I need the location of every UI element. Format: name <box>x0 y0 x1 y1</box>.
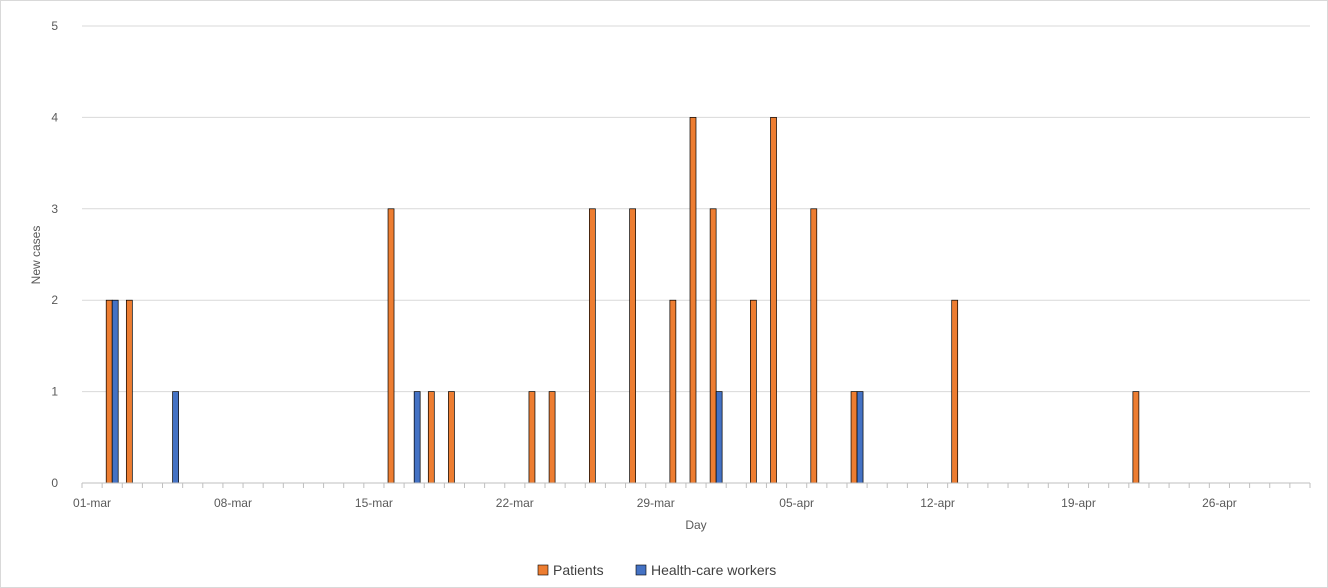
bar-patients <box>770 117 777 484</box>
x-tick-label: 12-apr <box>920 496 955 510</box>
x-axis-ticks: 01-mar 08-mar 15-mar 22-mar 29-mar 05-apr 12-a… <box>73 483 1311 510</box>
x-tick-label: 05-apr <box>779 496 814 510</box>
bar-patients <box>125 299 133 484</box>
bar-patients <box>709 208 717 484</box>
legend-swatch-patients <box>537 564 549 576</box>
bar-patients <box>1132 391 1140 484</box>
y-tick-label: 0 <box>51 476 58 490</box>
bar-patients <box>588 208 596 484</box>
bar-patients <box>548 391 556 484</box>
legend-swatch-health-care-workers <box>635 564 647 576</box>
y-tick-label: 2 <box>51 293 58 307</box>
bar-patients <box>528 391 536 484</box>
legend-label-patients: Patients <box>553 562 604 578</box>
x-tick-label: 19-apr <box>1061 496 1096 510</box>
legend-label-health-care-workers: Health-care workers <box>651 562 776 578</box>
bar-patients <box>689 117 697 484</box>
y-tick-label: 5 <box>51 19 58 33</box>
bar-health-care-workers <box>856 391 864 484</box>
x-tick-label: 26-apr <box>1202 496 1237 510</box>
x-tick-label: 01-mar <box>73 496 111 510</box>
legend: Patients Health-care workers <box>537 562 776 578</box>
y-axis-title: New cases <box>29 226 43 285</box>
legend-item-patients[interactable]: Patients <box>537 562 604 578</box>
y-tick-label: 1 <box>51 385 58 399</box>
bar-health-care-workers <box>172 391 179 484</box>
bar-patients <box>427 391 435 484</box>
x-tick-label: 08-mar <box>214 496 252 510</box>
bar-patients <box>669 299 677 484</box>
bar-health-care-workers <box>715 391 723 484</box>
y-axis-ticks: 0 1 2 3 4 5 <box>51 19 58 490</box>
x-axis-title: Day <box>685 518 706 532</box>
legend-item-health-care-workers[interactable]: Health-care workers <box>635 562 776 578</box>
bar-health-care-workers <box>413 391 421 484</box>
bar-health-care-workers <box>111 299 119 484</box>
bar-patients <box>810 208 818 484</box>
bar-patients <box>750 299 757 484</box>
bar-patients <box>951 299 959 484</box>
x-tick-label: 15-mar <box>355 496 393 510</box>
x-tick-label: 29-mar <box>637 496 675 510</box>
bar-patients <box>448 391 455 484</box>
y-tick-label: 3 <box>51 202 58 216</box>
bar-patients <box>387 208 395 484</box>
bar-patients <box>629 208 636 484</box>
x-tick-label: 22-mar <box>496 496 534 510</box>
y-tick-label: 4 <box>51 110 58 124</box>
bar-patients <box>850 391 858 484</box>
bar-patients <box>105 299 113 484</box>
